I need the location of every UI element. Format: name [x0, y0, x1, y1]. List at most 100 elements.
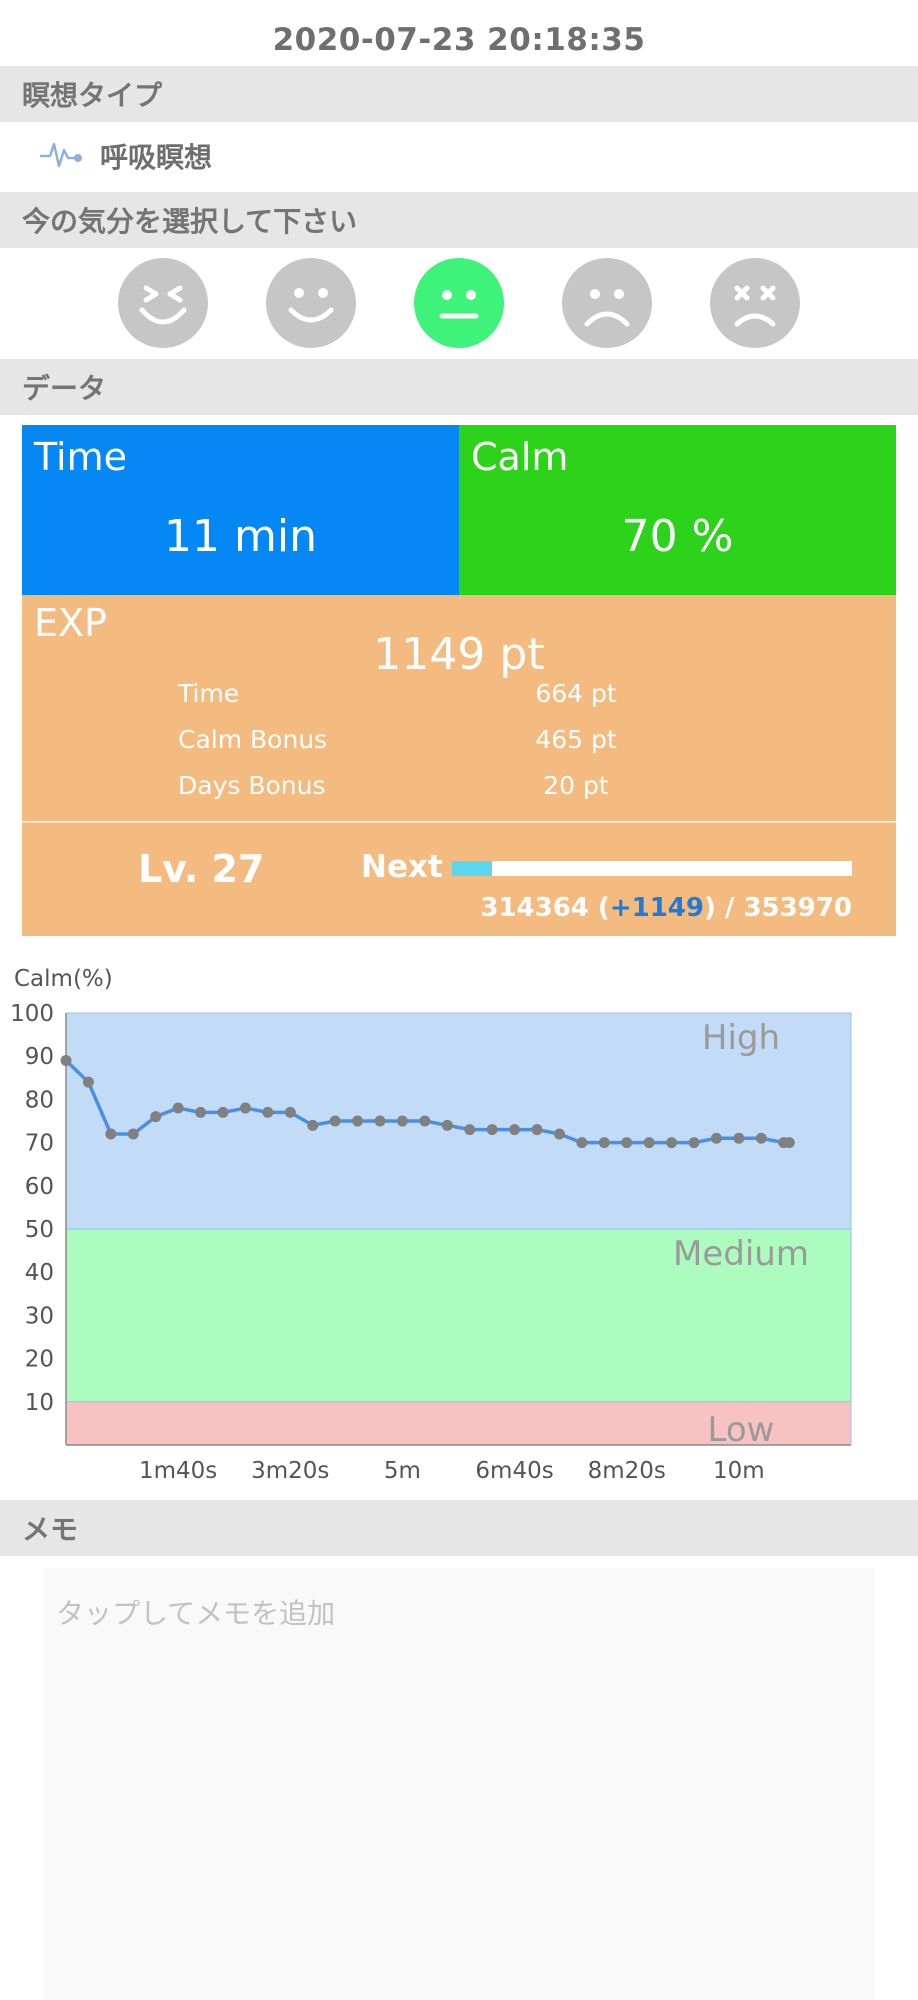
meditation-type-label: 呼吸瞑想 — [100, 141, 213, 174]
chart-y-tick-label: 50 — [25, 1217, 54, 1243]
chart-y-label: Calm(%) — [14, 966, 113, 992]
dizzy-face-icon — [734, 285, 776, 327]
calm-card-title: Calm — [471, 435, 569, 479]
chart-point — [553, 1128, 565, 1140]
chart-band-label: High — [702, 1018, 780, 1058]
exp-totals: 314364 (+1149) / 353970 — [480, 893, 852, 923]
chart-point — [239, 1102, 251, 1114]
section-header-mood: 今の気分を選択して下さい — [0, 192, 918, 248]
chart-x-tick-label: 8m20s — [588, 1458, 666, 1484]
memo-box — [44, 1568, 874, 2000]
chart-point — [195, 1106, 207, 1118]
chart-y-tick-label: 20 — [25, 1347, 54, 1373]
chart-point — [150, 1111, 162, 1123]
chart-point — [755, 1132, 767, 1144]
pulse-icon — [39, 136, 84, 176]
section-header-meditation-type: 瞑想タイプ — [0, 66, 918, 122]
chart-point — [172, 1102, 184, 1114]
exp-row-label: Calm Bonus — [178, 725, 328, 754]
time-card: Time 11 min — [22, 425, 459, 595]
chart-band-label: Medium — [673, 1234, 809, 1274]
meditation-type-row[interactable]: 呼吸瞑想 — [39, 128, 213, 184]
section-header-memo: メモ — [0, 1500, 918, 1556]
time-card-title: Time — [34, 435, 127, 479]
exp-gain: +1149 — [609, 893, 704, 923]
level-progress-fill — [452, 861, 492, 876]
exp-current: 314364 ( — [480, 893, 610, 923]
exp-target: ) / 353970 — [703, 893, 852, 923]
exp-card-title: EXP — [34, 601, 107, 645]
calm-chart: High Medium Low Calm(%) 10 20 30 40 50 60 70 80 90 10… — [10, 966, 852, 1484]
chart-point — [217, 1106, 229, 1118]
chart-point — [329, 1115, 341, 1127]
chart-point — [441, 1119, 453, 1131]
sad-face-button[interactable] — [562, 258, 652, 348]
chart-band-high — [66, 1013, 851, 1229]
memo-input[interactable] — [44, 1568, 874, 2000]
chart-point — [419, 1115, 431, 1127]
next-label: Next — [361, 849, 443, 885]
level-card: Lv. 27 Next 314364 (+1149) / 353970 — [22, 822, 896, 936]
chart-y-tick-label: 100 — [10, 1001, 54, 1027]
exp-row-value: 664 pt — [535, 679, 617, 708]
chart-band-medium — [66, 1229, 851, 1402]
chart-point — [576, 1137, 588, 1149]
grinning-face-button[interactable] — [118, 258, 208, 348]
exp-row-label: Time — [178, 679, 240, 708]
exp-total: 1149 pt — [373, 629, 545, 680]
neutral-face-icon — [439, 290, 479, 319]
chart-y-tick-label: 60 — [25, 1174, 54, 1200]
chart-point — [531, 1124, 543, 1136]
sad-face-icon — [584, 289, 630, 327]
dizzy-face-button[interactable] — [710, 258, 800, 348]
chart-point — [60, 1055, 72, 1067]
chart-point — [127, 1128, 139, 1140]
chart-point — [82, 1076, 94, 1088]
mood-selector — [0, 258, 918, 350]
chart-point — [666, 1137, 678, 1149]
section-header-data: データ — [0, 359, 918, 415]
level-label: Lv. 27 — [138, 847, 265, 891]
chart-point — [509, 1124, 521, 1136]
smiling-face-icon — [288, 288, 334, 323]
chart-x-tick-label: 1m40s — [139, 1458, 217, 1484]
chart-x-tick-label: 5m — [384, 1458, 421, 1484]
chart-point — [105, 1128, 117, 1140]
chart-point — [307, 1119, 319, 1131]
chart-y-tick-label: 30 — [25, 1303, 54, 1329]
exp-row-label: Days Bonus — [178, 771, 326, 800]
exp-row-value: 465 pt — [535, 725, 617, 754]
calm-card-value: 70 % — [621, 511, 734, 562]
chart-x-tick-label: 10m — [713, 1458, 765, 1484]
chart-point — [643, 1137, 655, 1149]
chart-point — [688, 1137, 700, 1149]
chart-point — [598, 1137, 610, 1149]
chart-point — [374, 1115, 386, 1127]
chart-y-tick-label: 10 — [25, 1390, 54, 1416]
chart-x-tick-label: 3m20s — [251, 1458, 329, 1484]
chart-y-tick-label: 70 — [25, 1131, 54, 1157]
chart-point — [464, 1124, 476, 1136]
chart-point — [710, 1132, 722, 1144]
chart-y-tick-label: 80 — [25, 1087, 54, 1113]
level-progress-bar — [452, 861, 852, 876]
time-card-value: 11 min — [164, 511, 317, 562]
chart-band-low — [66, 1401, 851, 1445]
chart-point — [284, 1106, 296, 1118]
chart-point — [783, 1137, 795, 1149]
chart-point — [486, 1124, 498, 1136]
chart-point — [352, 1115, 364, 1127]
chart-band-label: Low — [708, 1410, 775, 1450]
chart-point — [733, 1132, 745, 1144]
chart-x-tick-label: 6m40s — [475, 1458, 553, 1484]
chart-point — [396, 1115, 408, 1127]
calm-card: Calm 70 % — [459, 425, 896, 595]
exp-card: EXP 1149 pt Time 664 pt Calm Bonus 465 p… — [22, 595, 896, 821]
smiling-face-button[interactable] — [266, 258, 356, 348]
chart-y-tick-label: 40 — [25, 1260, 54, 1286]
chart-series-line — [64, 1059, 790, 1145]
neutral-face-button[interactable] — [414, 258, 504, 348]
chart-y-tick-label: 90 — [25, 1044, 54, 1070]
grinning-face-icon — [139, 285, 187, 325]
session-datetime: 2020-07-23 20:18:35 — [272, 22, 646, 58]
